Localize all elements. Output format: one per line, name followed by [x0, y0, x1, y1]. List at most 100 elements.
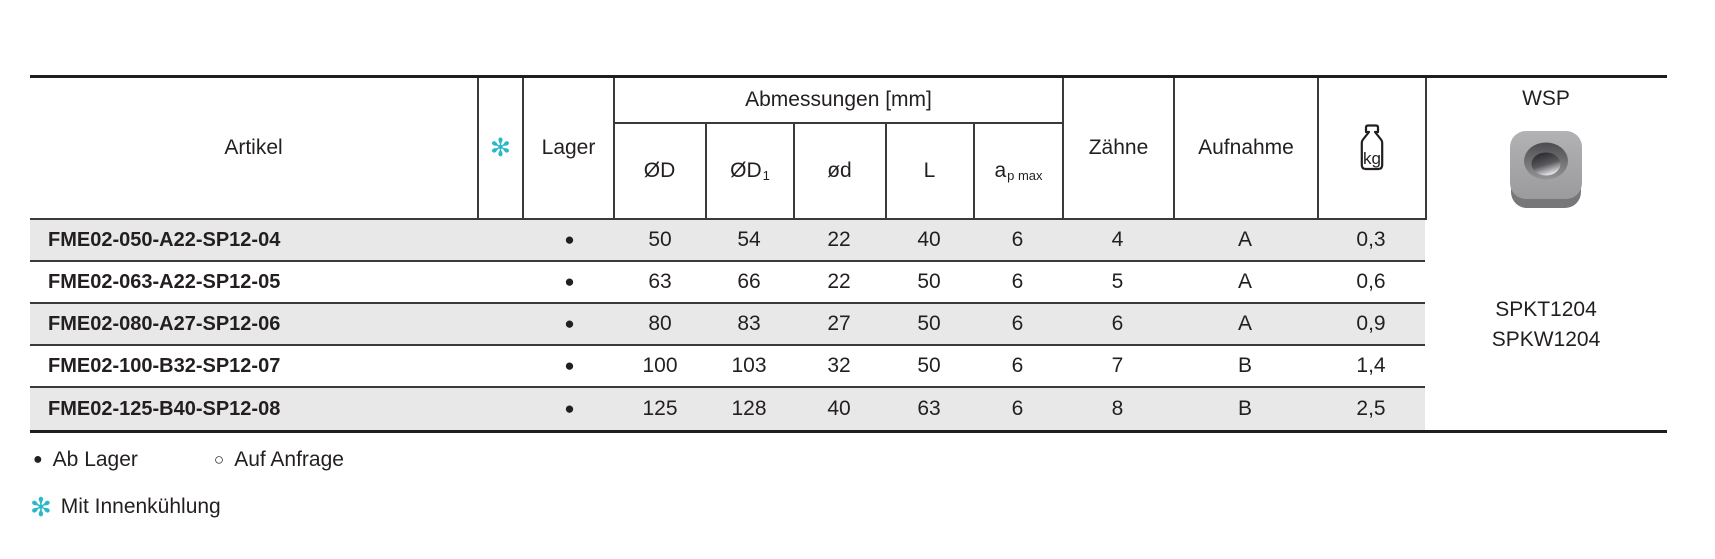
- in-stock-label: Ab Lager: [52, 448, 138, 471]
- L-cell: 50: [917, 354, 941, 377]
- coolant-legend: ✻ Mit Innenkühlung: [30, 494, 221, 520]
- column-header-weight: kg: [1317, 78, 1425, 218]
- coolant-cell: [479, 346, 524, 386]
- zaehne-cell: 7: [1111, 354, 1124, 377]
- coolant-cell: [479, 220, 524, 260]
- ap-sub: p max: [1007, 167, 1043, 183]
- oeD1-cell: 54: [737, 228, 761, 251]
- table-header: Artikel ✻ Lager Abmessungen [mm] ØD: [30, 78, 1425, 220]
- zaehne-cell: 8: [1111, 397, 1124, 420]
- column-header-oeD1: ØD 1: [705, 124, 793, 218]
- table-row: FME02-063-A22-SP12-05 ● 63 66 22 50 6 5 …: [30, 262, 1425, 304]
- product-table: Artikel ✻ Lager Abmessungen [mm] ØD: [30, 75, 1667, 433]
- artikel-cell: FME02-125-B40-SP12-08: [48, 397, 281, 420]
- oeD1-cell: 83: [737, 312, 761, 335]
- column-header-coolant: ✻: [479, 78, 524, 218]
- weight-kg-icon: kg: [1360, 124, 1384, 171]
- oeD-cell: 125: [642, 397, 678, 420]
- column-header-zaehne: Zähne: [1062, 78, 1173, 218]
- oeD-cell: 100: [642, 354, 678, 377]
- column-header-lager: Lager: [524, 78, 615, 218]
- stock-dot-icon: ●: [564, 399, 575, 418]
- wsp-header-divider: [1425, 78, 1427, 220]
- zaehne-cell: 6: [1111, 312, 1124, 335]
- column-header-artikel: Artikel: [30, 78, 479, 218]
- oed-cell: 27: [827, 312, 851, 335]
- ap-label: a: [994, 159, 1007, 182]
- oeD1-sub: 1: [762, 167, 770, 183]
- on-request-circle-icon: ○: [213, 450, 225, 469]
- ap-max-cell: 6: [1011, 312, 1024, 335]
- stock-dot-icon: ●: [564, 230, 575, 249]
- aufnahme-cell: B: [1237, 397, 1252, 420]
- oed-cell: 40: [827, 397, 851, 420]
- stock-dot-icon: ●: [564, 272, 575, 291]
- oed-cell: 32: [827, 354, 851, 377]
- ap-max-cell: 6: [1011, 397, 1024, 420]
- oeD-cell: 80: [648, 312, 672, 335]
- coolant-asterisk-icon: ✻: [490, 133, 511, 162]
- artikel-cell: FME02-080-A27-SP12-06: [48, 312, 281, 335]
- coolant-cell: [479, 388, 524, 430]
- artikel-cell: FME02-050-A22-SP12-04: [48, 228, 281, 251]
- zaehne-cell: 4: [1111, 228, 1124, 251]
- stock-dot-icon: ●: [564, 314, 575, 333]
- milling-insert-image: [1510, 131, 1582, 208]
- oeD1-cell: 66: [737, 270, 761, 293]
- oed-label: ød: [827, 159, 852, 182]
- oed-cell: 22: [827, 228, 851, 251]
- coolant-cell: [479, 262, 524, 302]
- artikel-cell: FME02-100-B32-SP12-07: [48, 354, 281, 377]
- kg-cell: 0,3: [1356, 228, 1386, 251]
- column-header-aufnahme: Aufnahme: [1173, 78, 1317, 218]
- oeD1-cell: 128: [731, 397, 767, 420]
- wsp-insert-item: SPKW1204: [1491, 328, 1601, 351]
- oeD1-label: ØD: [730, 159, 762, 182]
- column-header-lager-label: Lager: [541, 136, 596, 159]
- table-row: FME02-100-B32-SP12-07 ● 100 103 32 50 6 …: [30, 346, 1425, 388]
- L-label: L: [923, 159, 936, 182]
- aufnahme-cell: B: [1237, 354, 1252, 377]
- abmessungen-group-title: Abmessungen [mm]: [615, 78, 1062, 124]
- aufnahme-cell: A: [1237, 312, 1252, 335]
- ap-max-cell: 6: [1011, 228, 1024, 251]
- ap-max-cell: 6: [1011, 270, 1024, 293]
- kg-cell: 2,5: [1356, 397, 1386, 420]
- abmessungen-group-title-label: Abmessungen [mm]: [745, 88, 932, 111]
- coolant-asterisk-icon: ✻: [30, 492, 52, 522]
- column-header-oeD: ØD: [615, 124, 705, 218]
- oeD1-cell: 103: [731, 354, 767, 377]
- stock-legend: ● Ab Lager ○ Auf Anfrage: [33, 448, 344, 472]
- kg-cell: 1,4: [1356, 354, 1386, 377]
- wsp-insert-list: SPKT1204 SPKW1204: [1425, 220, 1667, 430]
- L-cell: 50: [917, 312, 941, 335]
- table-row: FME02-080-A27-SP12-06 ● 80 83 27 50 6 6 …: [30, 304, 1425, 346]
- L-cell: 40: [917, 228, 941, 251]
- column-header-aufnahme-label: Aufnahme: [1198, 136, 1294, 159]
- artikel-cell: FME02-063-A22-SP12-05: [48, 270, 281, 293]
- kg-cell: 0,9: [1356, 312, 1386, 335]
- column-header-artikel-label: Artikel: [224, 136, 283, 159]
- wsp-insert-item: SPKT1204: [1495, 298, 1597, 321]
- in-stock-dot-icon: ●: [33, 451, 43, 468]
- kg-cell: 0,6: [1356, 270, 1386, 293]
- column-header-zaehne-label: Zähne: [1088, 136, 1149, 159]
- aufnahme-cell: A: [1237, 228, 1252, 251]
- oeD-cell: 50: [648, 228, 672, 251]
- on-request-label: Auf Anfrage: [234, 448, 344, 471]
- table-row: FME02-125-B40-SP12-08 ● 125 128 40 63 6 …: [30, 388, 1425, 430]
- zaehne-cell: 5: [1111, 270, 1124, 293]
- table-main-block: Artikel ✻ Lager Abmessungen [mm] ØD: [30, 78, 1425, 430]
- ap-max-cell: 6: [1011, 354, 1024, 377]
- column-header-oed: ød: [793, 124, 885, 218]
- column-header-wsp: WSP: [1522, 87, 1570, 110]
- L-cell: 63: [917, 397, 941, 420]
- oed-cell: 22: [827, 270, 851, 293]
- column-header-L: L: [885, 124, 973, 218]
- coolant-cell: [479, 304, 524, 344]
- weight-kg-icon-label: kg: [1363, 149, 1381, 168]
- column-group-abmessungen: Abmessungen [mm] ØD ØD 1 ød L: [615, 78, 1062, 218]
